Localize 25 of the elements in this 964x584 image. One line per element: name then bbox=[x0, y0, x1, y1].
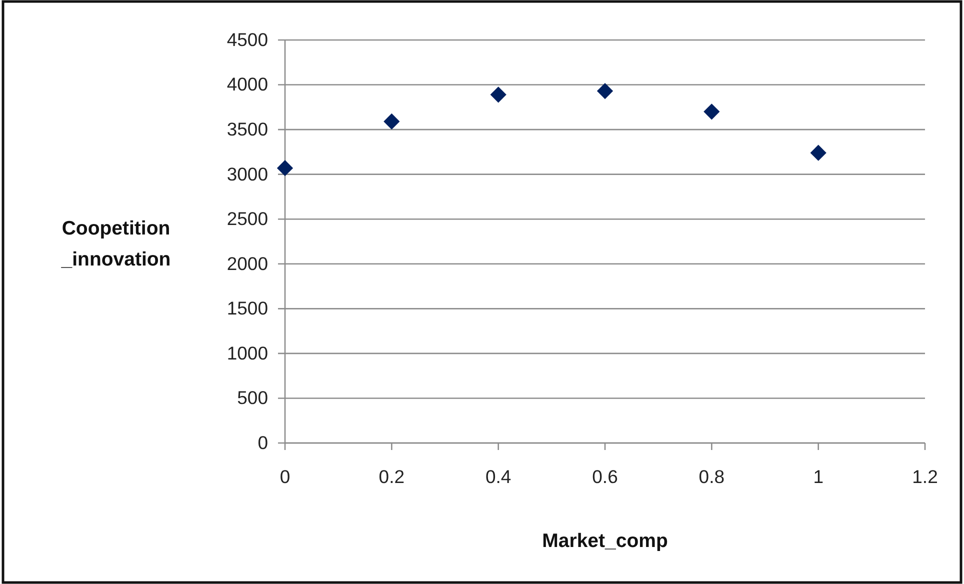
y-tick-label: 500 bbox=[237, 387, 268, 408]
x-tick-label: 0.8 bbox=[698, 466, 725, 488]
point bbox=[704, 104, 720, 120]
point bbox=[596, 82, 614, 100]
y-tick-label: 3000 bbox=[226, 163, 268, 184]
x-tick-label: 1.2 bbox=[912, 466, 938, 488]
x-tick-label: 0 bbox=[280, 466, 290, 488]
x-tick-label: 1 bbox=[813, 466, 824, 488]
y-tick-label: 1500 bbox=[226, 298, 268, 319]
y-tick-label: 2500 bbox=[226, 208, 268, 230]
y-tick-label: 1000 bbox=[226, 342, 268, 364]
y-tick-label: 0 bbox=[258, 432, 268, 453]
x-tick-label: 0.2 bbox=[378, 466, 405, 488]
x-axis-title: Market_comp bbox=[542, 530, 668, 552]
x-tick-label: 0.4 bbox=[485, 466, 512, 488]
y-tick-label: 3500 bbox=[226, 118, 268, 140]
y-tick-label: 4500 bbox=[226, 28, 268, 50]
point bbox=[276, 160, 294, 176]
y-axis-title: Coopetition_innovation bbox=[60, 217, 171, 270]
point bbox=[490, 86, 506, 103]
point bbox=[384, 113, 400, 130]
point bbox=[810, 144, 826, 161]
y-tick-label: 4000 bbox=[226, 74, 268, 95]
y-tick-label: 2000 bbox=[226, 252, 268, 274]
x-tick-label: 0.6 bbox=[592, 466, 618, 488]
